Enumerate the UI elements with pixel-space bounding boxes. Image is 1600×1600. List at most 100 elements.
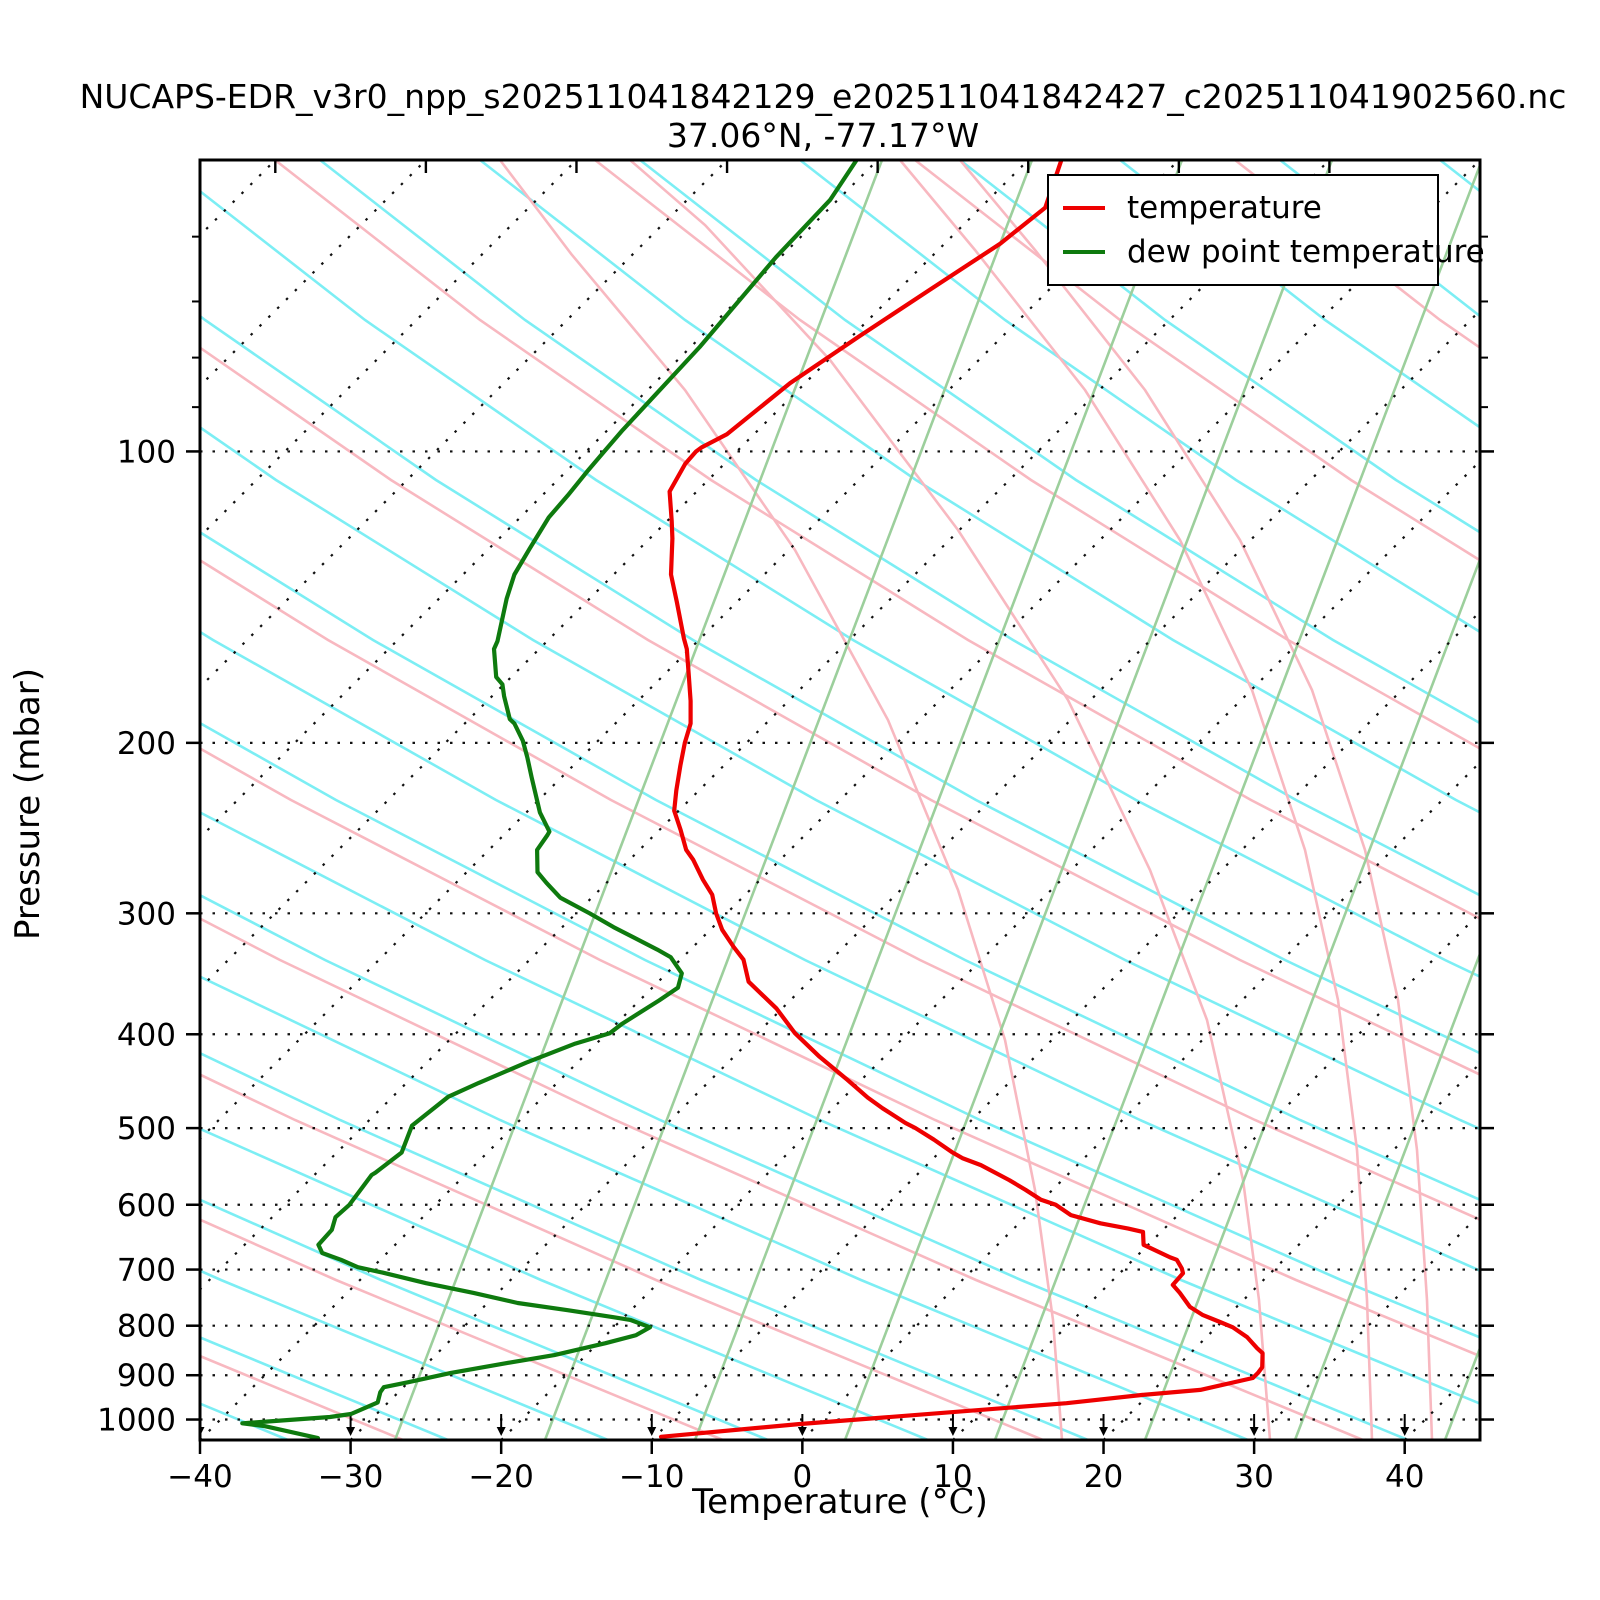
adiabat-line-cyan <box>1119 160 1480 429</box>
isotherm-gridline <box>200 160 1480 1440</box>
mixing-ratio-line <box>543 160 1034 1440</box>
y-tick-label: 100 <box>117 434 176 470</box>
y-tick-label: 200 <box>117 726 176 762</box>
adiabat-line-cyan <box>959 160 1480 534</box>
mixing-ratio-line <box>843 160 1334 1440</box>
y-tick-label: 600 <box>117 1188 176 1224</box>
adiabat-line-cyan <box>479 160 1480 814</box>
legend: temperature dew point temperature <box>1047 174 1485 286</box>
mixing-ratio-line <box>1143 555 1480 1440</box>
isotherm-gridline <box>952 911 1480 1440</box>
moist-adiabat-line <box>498 160 1064 1440</box>
moist-adiabat-line <box>629 160 1272 1440</box>
axis-ticks <box>186 235 1494 1454</box>
moist-adiabat-line <box>899 160 1374 1440</box>
adiabat-line-cyan <box>200 630 1480 1273</box>
adiabat-line-cyan <box>200 810 1480 1406</box>
adiabat-line-cyan <box>200 975 1249 1440</box>
isotherm-foot-arrowhead <box>1400 1427 1410 1436</box>
x-tick-label: −30 <box>318 1459 383 1495</box>
adiabat-line-pink <box>200 1073 1044 1440</box>
legend-item-dew-point: dew point temperature <box>1063 230 1485 274</box>
x-tick-label: −40 <box>167 1459 232 1495</box>
isotherm-gridline <box>200 160 578 539</box>
adiabat-line-cyan <box>200 893 1409 1440</box>
adiabat-line-cyan <box>200 1127 929 1440</box>
adiabat-line-cyan <box>200 530 1480 1202</box>
adiabat-line-cyan <box>200 1269 609 1440</box>
adiabat-line-cyan <box>799 160 1480 634</box>
adiabat-line-cyan <box>200 1336 449 1440</box>
y-tick-label: 400 <box>117 1017 176 1053</box>
mixing-ratio-line <box>393 160 884 1440</box>
y-tick-label: 300 <box>117 896 176 932</box>
mixing-ratio-line <box>1443 1344 1480 1440</box>
adiabat-line-pink <box>200 346 1480 1077</box>
x-axis-label-text: Temperature ( <box>692 1482 932 1522</box>
y-tick-label: 900 <box>117 1358 176 1394</box>
isotherm-gridline <box>200 160 1030 990</box>
mixing-ratio-line <box>1293 950 1480 1440</box>
adiabat-line-cyan <box>200 721 1480 1339</box>
isotherm-foot-arrowhead <box>1249 1427 1259 1436</box>
adiabat-line-cyan <box>200 189 1480 979</box>
isotherm-foot-arrowhead <box>496 1427 506 1436</box>
adiabat-line-cyan <box>200 1051 1089 1440</box>
legend-label: dew point temperature <box>1127 234 1485 270</box>
x-axis-label: Temperature (°C) <box>240 1482 1440 1522</box>
y-tick-label: 700 <box>117 1253 176 1289</box>
y-tick-label: 1000 <box>97 1403 176 1439</box>
adiabat-line-pink <box>594 160 1480 751</box>
mixing-ratio-line <box>693 160 1184 1440</box>
y-tick-label: 500 <box>117 1111 176 1147</box>
legend-label: temperature <box>1127 190 1322 226</box>
adiabat-line-pink <box>200 1218 724 1440</box>
profile-curves <box>240 160 1265 1440</box>
isotherm-gridline <box>801 760 1480 1440</box>
adiabat-line-pink <box>914 160 1480 562</box>
adiabat-line-cyan <box>319 160 1480 897</box>
adiabat-line-cyan <box>639 160 1480 725</box>
temperature-curve <box>658 160 1265 1439</box>
isotherm-gridline <box>1253 1212 1480 1440</box>
plot-title: NUCAPS-EDR_v3r0_npp_s202511041842129_e20… <box>79 77 1567 116</box>
chart-title-block: NUCAPS-EDR_v3r0_npp_s202511041842129_e20… <box>40 77 1600 156</box>
moist-adiabat-line <box>959 160 1434 1440</box>
isotherm-gridline <box>200 160 1331 1291</box>
adiabat-line-cyan <box>200 314 1480 1055</box>
adiabat-line-pink <box>200 917 1364 1440</box>
x-tick-label: 40 <box>1385 1459 1424 1495</box>
dew-point-curve <box>240 160 859 1440</box>
isotherm-gridline <box>200 160 879 840</box>
y-axis-label: Pressure (mbar) <box>8 667 48 941</box>
adiabat-line-pink <box>200 747 1480 1358</box>
temperature-line-swatch <box>1063 206 1105 210</box>
x-tick-label: 20 <box>1084 1459 1123 1495</box>
adiabat-line-cyan <box>200 1198 769 1440</box>
isotherm-gridline <box>650 610 1480 1440</box>
legend-item-temperature: temperature <box>1063 186 1423 230</box>
x-axis-label-degree: °C <box>931 1482 975 1522</box>
mixing-ratio-line <box>993 161 1480 1440</box>
x-tick-label: 30 <box>1234 1459 1273 1495</box>
y-tick-label: 800 <box>117 1309 176 1345</box>
background-grid <box>200 160 1480 1440</box>
isotherm-gridline <box>1403 1363 1480 1440</box>
isotherm-gridline <box>200 160 1180 1141</box>
adiabat-line-pink <box>274 160 1480 921</box>
isotherm-foot-arrowhead <box>948 1427 958 1436</box>
isotherm-foot-arrowhead <box>647 1427 657 1436</box>
isotherm-gridline <box>500 459 1480 1440</box>
axes-frame <box>198 158 1482 1442</box>
x-tick-label: −20 <box>468 1459 533 1495</box>
isotherm-foot-arrowhead <box>346 1427 356 1436</box>
x-tick-label: 0 <box>792 1459 812 1495</box>
x-tick-label: 10 <box>933 1459 972 1495</box>
isotherm-gridline <box>349 309 1480 1440</box>
isotherm-gridline <box>1102 1061 1480 1440</box>
x-axis-label-suffix: ) <box>974 1482 988 1522</box>
adiabat-line-cyan <box>1439 160 1480 193</box>
adiabat-line-pink <box>200 558 1480 1222</box>
